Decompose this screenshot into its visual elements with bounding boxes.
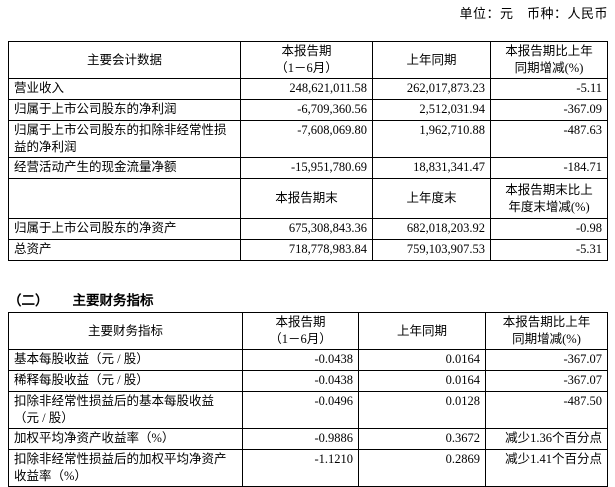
current-period-cell: 718,778,983.84 (240, 239, 373, 261)
table1-subheader-row: 本报告期末 上年度末 本报告期末比上 年度末增减(%) (8, 178, 608, 219)
change-cell: -367.09 (490, 99, 608, 121)
table1-subheader-empty (8, 178, 241, 219)
table-row-diluted-eps: 稀释每股收益（元 / 股） -0.0438 0.0164 -367.07 (8, 370, 608, 392)
prior-period-cell: 0.0164 (358, 370, 486, 392)
table-row-operating-cash-flow: 经营活动产生的现金流量净额 -15,951,780.69 18,831,341.… (8, 157, 608, 179)
table2-header-prior-period: 上年同期 (358, 312, 486, 350)
metric-label-cell: 扣除非经常性损益后的加权平均净资产收益率（%） (8, 449, 243, 487)
table-row-net-profit: 归属于上市公司股东的净利润 -6,709,360.56 2,512,031.94… (8, 99, 608, 121)
table-row-weighted-avg-roe: 加权平均净资产收益率（%） -0.9886 0.3672 减少1.36个百分点 (8, 428, 608, 450)
metric-label-cell: 稀释每股收益（元 / 股） (8, 370, 243, 392)
table-row-weighted-avg-roe-excl-nonrecurring: 扣除非经常性损益后的加权平均净资产收益率（%） -1.1210 0.2869 减… (8, 449, 608, 487)
current-period-cell: 675,308,843.36 (240, 218, 373, 240)
table2-header-row: 主要财务指标 本报告期 （1－6月） 上年同期 本报告期比上年 同期增减(%) (8, 312, 608, 350)
table2-header-change: 本报告期比上年 同期增减(%) (485, 312, 608, 350)
table1-header-row: 主要会计数据 本报告期 （1－6月） 上年同期 本报告期比上年 同期增减(%) (8, 41, 608, 79)
table-row-operating-revenue: 营业收入 248,621,011.58 262,017,873.23 -5.11 (8, 78, 608, 100)
table1-header-prior-period: 上年同期 (372, 41, 491, 79)
table2-header-metric: 主要财务指标 (8, 312, 243, 350)
change-cell: -367.07 (485, 349, 608, 371)
main-accounting-data-table: 主要会计数据 本报告期 （1－6月） 上年同期 本报告期比上年 同期增减(%) … (8, 41, 608, 261)
main-financial-indicators-table: 主要财务指标 本报告期 （1－6月） 上年同期 本报告期比上年 同期增减(%) … (8, 312, 608, 487)
current-period-cell: -1.1210 (242, 449, 359, 487)
current-period-cell: -7,608,069.80 (240, 120, 373, 158)
current-period-cell: -15,951,780.69 (240, 157, 373, 179)
prior-period-cell: 0.3672 (358, 428, 486, 450)
metric-label-cell: 营业收入 (8, 78, 241, 100)
section-heading: （二） 主要财务指标 (8, 289, 154, 309)
unit-currency-label: 单位：元 币种：人民币 (459, 6, 608, 21)
prior-period-cell: 759,103,907.53 (372, 239, 491, 261)
current-period-cell: -6,709,360.56 (240, 99, 373, 121)
change-cell: -487.50 (485, 391, 608, 429)
prior-period-cell: 18,831,341.47 (372, 157, 491, 179)
prior-period-cell: 1,962,710.88 (372, 120, 491, 158)
table-row-total-assets: 总资产 718,778,983.84 759,103,907.53 -5.31 (8, 239, 608, 261)
table2-header-current-period: 本报告期 （1－6月） (242, 312, 359, 350)
change-cell: -0.98 (490, 218, 608, 240)
prior-period-cell: 262,017,873.23 (372, 78, 491, 100)
table-row-basic-eps-excl-nonrecurring: 扣除非经常性损益后的基本每股收益（元 / 股） -0.0496 0.0128 -… (8, 391, 608, 429)
table1-header-change: 本报告期比上年 同期增减(%) (490, 41, 608, 79)
prior-period-cell: 0.0128 (358, 391, 486, 429)
change-cell: -367.07 (485, 370, 608, 392)
section-number: （二） (8, 293, 49, 308)
current-period-cell: -0.9886 (242, 428, 359, 450)
current-period-cell: -0.0438 (242, 349, 359, 371)
metric-label-cell: 扣除非经常性损益后的基本每股收益（元 / 股） (8, 391, 243, 429)
table-row-net-profit-excl-nonrecurring: 归属于上市公司股东的扣除非经常性损益的净利润 -7,608,069.80 1,9… (8, 120, 608, 158)
metric-label-cell: 归属于上市公司股东的扣除非经常性损益的净利润 (8, 120, 241, 158)
metric-label-cell: 经营活动产生的现金流量净额 (8, 157, 241, 179)
metric-label-cell: 归属于上市公司股东的净资产 (8, 218, 241, 240)
table1-subheader-period-end: 本报告期末 (240, 178, 373, 219)
prior-period-cell: 2,512,031.94 (372, 99, 491, 121)
current-period-cell: 248,621,011.58 (240, 78, 373, 100)
table-row-basic-eps: 基本每股收益（元 / 股） -0.0438 0.0164 -367.07 (8, 349, 608, 371)
prior-period-cell: 682,018,203.92 (372, 218, 491, 240)
table1-subheader-change: 本报告期末比上 年度末增减(%) (490, 178, 608, 219)
metric-label-cell: 加权平均净资产收益率（%） (8, 428, 243, 450)
change-cell: -184.71 (490, 157, 608, 179)
change-cell: -5.11 (490, 78, 608, 100)
metric-label-cell: 总资产 (8, 239, 241, 261)
section-title: 主要财务指标 (72, 293, 154, 308)
change-cell: 减少1.41个百分点 (485, 449, 608, 487)
change-cell: 减少1.36个百分点 (485, 428, 608, 450)
metric-label-cell: 归属于上市公司股东的净利润 (8, 99, 241, 121)
table1-header-current-period: 本报告期 （1－6月） (240, 41, 373, 79)
table1-subheader-prior-year-end: 上年度末 (372, 178, 491, 219)
table-row-net-assets: 归属于上市公司股东的净资产 675,308,843.36 682,018,203… (8, 218, 608, 240)
current-period-cell: -0.0438 (242, 370, 359, 392)
prior-period-cell: 0.0164 (358, 349, 486, 371)
prior-period-cell: 0.2869 (358, 449, 486, 487)
metric-label-cell: 基本每股收益（元 / 股） (8, 349, 243, 371)
table1-header-metric: 主要会计数据 (8, 41, 241, 79)
change-cell: -487.63 (490, 120, 608, 158)
change-cell: -5.31 (490, 239, 608, 261)
current-period-cell: -0.0496 (242, 391, 359, 429)
